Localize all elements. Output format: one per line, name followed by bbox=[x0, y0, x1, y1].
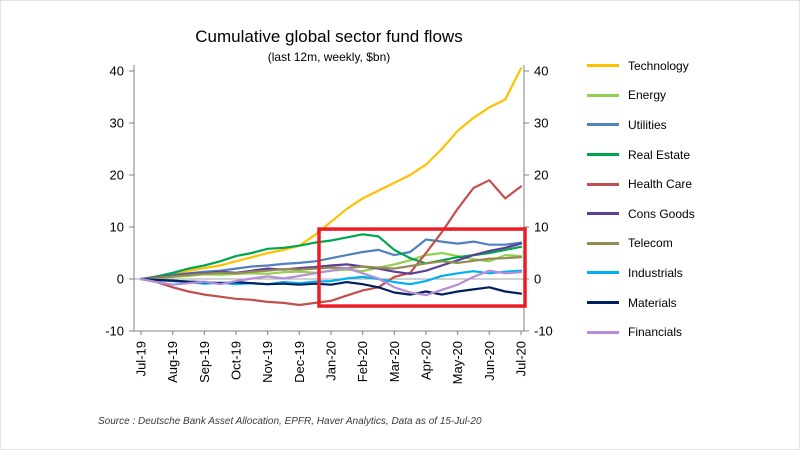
svg-text:Dec-19: Dec-19 bbox=[292, 341, 307, 383]
series-line-telecom bbox=[139, 256, 523, 281]
svg-text:10: 10 bbox=[110, 220, 124, 235]
legend-label: Telecom bbox=[628, 236, 673, 251]
legend-swatch-icon bbox=[587, 123, 619, 127]
svg-text:Apr-20: Apr-20 bbox=[419, 341, 434, 380]
svg-text:Jan-20: Jan-20 bbox=[324, 341, 339, 381]
chart-subtitle: (last 12m, weekly, $bn) bbox=[267, 50, 391, 64]
svg-text:Jun-20: Jun-20 bbox=[482, 341, 497, 381]
series-line-financials bbox=[139, 267, 523, 297]
legend-item-cons-goods: Cons Goods bbox=[587, 199, 695, 229]
legend-item-technology: Technology bbox=[587, 51, 695, 81]
highlight-box bbox=[317, 227, 527, 308]
svg-text:30: 30 bbox=[110, 116, 124, 131]
legend-label: Materials bbox=[628, 295, 677, 310]
svg-text:0: 0 bbox=[117, 272, 124, 287]
legend-item-utilities: Utilities bbox=[587, 110, 695, 140]
series-line-utilities bbox=[139, 238, 523, 281]
legend-swatch-icon bbox=[587, 212, 619, 216]
legend-swatch-icon bbox=[587, 330, 619, 334]
svg-text:-10: -10 bbox=[105, 324, 124, 339]
legend-item-financials: Financials bbox=[587, 317, 695, 347]
svg-text:30: 30 bbox=[534, 116, 548, 131]
svg-text:10: 10 bbox=[534, 220, 548, 235]
svg-text:Sep-19: Sep-19 bbox=[197, 341, 212, 383]
legend-item-industrials: Industrials bbox=[587, 258, 695, 288]
svg-text:Aug-19: Aug-19 bbox=[165, 341, 180, 383]
source-note: Source : Deutsche Bank Asset Allocation,… bbox=[98, 416, 482, 427]
legend-item-health-care: Health Care bbox=[587, 169, 695, 199]
legend-item-real-estate: Real Estate bbox=[587, 140, 695, 170]
legend-label: Energy bbox=[628, 88, 667, 103]
series-line-industrials bbox=[139, 269, 523, 286]
legend-label: Health Care bbox=[628, 177, 693, 192]
legend-swatch-icon bbox=[587, 241, 619, 245]
legend-label: Financials bbox=[628, 325, 683, 340]
legend-label: Utilities bbox=[628, 117, 667, 132]
svg-text:Oct-19: Oct-19 bbox=[229, 341, 244, 380]
legend-label: Cons Goods bbox=[628, 206, 695, 221]
legend-item-telecom: Telecom bbox=[587, 229, 695, 259]
chart-legend: Technology Energy Utilities Real Estate Heal… bbox=[587, 51, 695, 347]
legend-swatch-icon bbox=[587, 93, 619, 97]
svg-text:-10: -10 bbox=[534, 324, 553, 339]
svg-text:Mar-20: Mar-20 bbox=[387, 341, 402, 382]
svg-text:May-20: May-20 bbox=[450, 341, 465, 384]
legend-item-materials: Materials bbox=[587, 288, 695, 318]
series-line-technology bbox=[139, 67, 523, 281]
svg-text:0: 0 bbox=[534, 272, 541, 287]
series-line-health-care bbox=[139, 179, 523, 307]
chart-title: Cumulative global sector fund flows bbox=[195, 27, 463, 46]
svg-text:Jul-19: Jul-19 bbox=[134, 341, 149, 376]
svg-text:Feb-20: Feb-20 bbox=[355, 341, 370, 382]
legend-swatch-icon bbox=[587, 182, 619, 186]
legend-swatch-icon bbox=[587, 271, 619, 275]
x-axis-labels: Jul-19 Aug-19 Sep-19 Oct-19 Nov-19 Dec-19 Jan-… bbox=[134, 331, 529, 384]
legend-label: Real Estate bbox=[628, 147, 691, 162]
svg-text:Nov-19: Nov-19 bbox=[260, 341, 275, 383]
legend-swatch-icon bbox=[587, 64, 619, 68]
y-axis-labels: -10 -10 0 0 10 10 20 20 30 30 40 40 bbox=[105, 64, 553, 339]
legend-swatch-icon bbox=[587, 301, 619, 305]
legend-label: Technology bbox=[628, 58, 689, 73]
svg-text:40: 40 bbox=[534, 64, 548, 79]
svg-text:20: 20 bbox=[110, 168, 124, 183]
series-line-real-estate bbox=[139, 233, 523, 281]
svg-text:Jul-20: Jul-20 bbox=[514, 341, 529, 376]
legend-swatch-icon bbox=[587, 153, 619, 157]
line-chart-plot: -10 -10 0 0 10 10 20 20 30 30 40 40 Jul-19 Aug-19 Sep-… bbox=[105, 64, 553, 385]
legend-label: Industrials bbox=[628, 265, 683, 280]
svg-text:20: 20 bbox=[534, 168, 548, 183]
legend-item-energy: Energy bbox=[587, 81, 695, 111]
svg-text:40: 40 bbox=[110, 64, 124, 79]
